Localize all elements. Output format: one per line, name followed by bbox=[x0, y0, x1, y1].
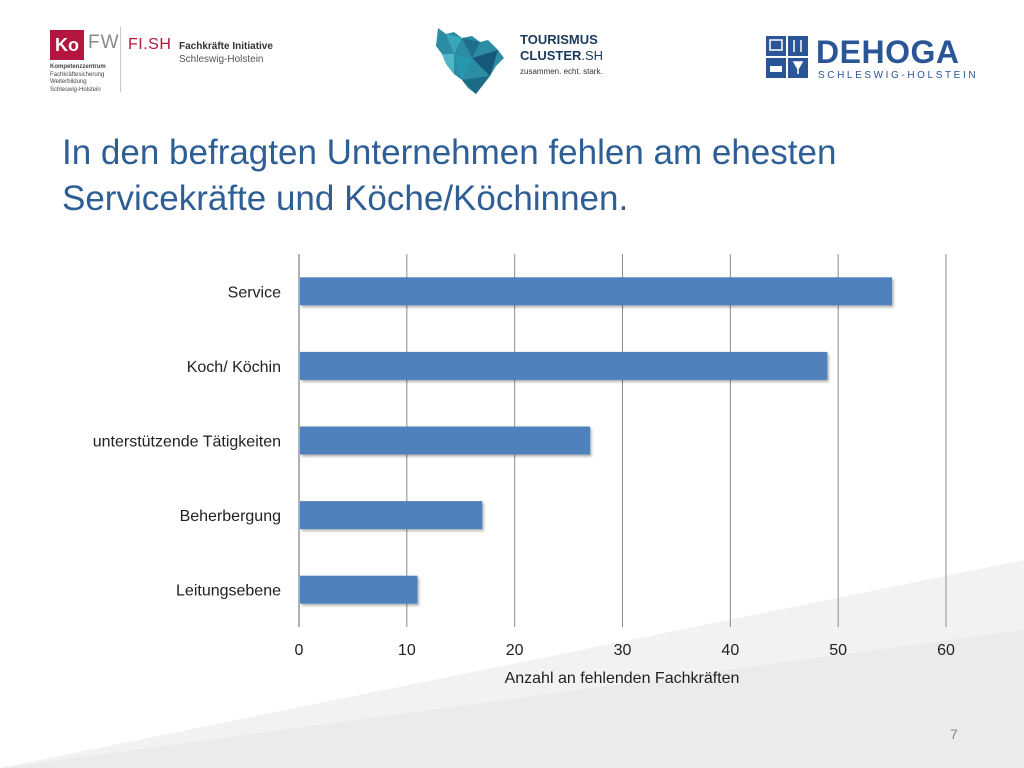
x-tick-label-40: 40 bbox=[721, 642, 739, 659]
bar-4 bbox=[300, 575, 418, 604]
kofw-subtitle: Kompetenzzentrum Fachkräftesicherung Wei… bbox=[50, 64, 106, 93]
dehoga-region: SCHLESWIG-HOLSTEIN bbox=[818, 70, 979, 81]
bar-3 bbox=[300, 501, 483, 530]
category-label-2: unterstützende Tätigkeiten bbox=[93, 434, 281, 451]
tourismus-tagline: zusammen. echt. stark. bbox=[520, 67, 603, 76]
chart-x-axis-label: Anzahl an fehlenden Fachkräften bbox=[505, 670, 740, 687]
slide-title: In den befragten Unternehmen fehlen am e… bbox=[62, 130, 962, 222]
x-tick-label-10: 10 bbox=[398, 642, 416, 659]
schleswig-holstein-map-icon bbox=[436, 28, 504, 94]
page-number: 7 bbox=[950, 726, 958, 742]
kofw-divider bbox=[120, 27, 121, 92]
slide-title-line-1: In den befragten Unternehmen fehlen am e… bbox=[62, 133, 837, 172]
category-label-3: Beherbergung bbox=[180, 508, 281, 525]
x-tick-label-30: 30 bbox=[614, 642, 632, 659]
chart-x-tick-labels: 0 10 20 30 40 50 60 bbox=[295, 642, 955, 659]
kofw-badge: Ko bbox=[50, 30, 84, 60]
bar-2 bbox=[300, 426, 591, 455]
tourismus-cluster-logo: TOURISMUS CLUSTER.SH zusammen. echt. sta… bbox=[432, 24, 632, 96]
slide-title-line-2: Servicekräfte und Köche/Köchinnen. bbox=[62, 179, 629, 218]
chart-bars bbox=[300, 277, 893, 604]
category-label-0: Service bbox=[228, 284, 281, 301]
kofw-fw-text: FW bbox=[88, 32, 120, 53]
fish-region-label: Schleswig-Holstein bbox=[179, 54, 264, 65]
x-tick-label-50: 50 bbox=[829, 642, 847, 659]
fachkraefte-initiative-label: Fachkräfte Initiative bbox=[179, 41, 273, 52]
dehoga-name: DEHOGA bbox=[816, 34, 960, 70]
x-tick-label-60: 60 bbox=[937, 642, 955, 659]
x-tick-label-0: 0 bbox=[295, 642, 304, 659]
bar-0 bbox=[300, 277, 893, 306]
chart-category-labels: Service Koch/ Köchin unterstützende Tätigk… bbox=[93, 284, 281, 599]
category-label-1: Koch/ Köchin bbox=[187, 359, 281, 376]
logo-bar: Ko FW Kompetenzzentrum Fachkräftesicheru… bbox=[0, 0, 1024, 110]
bar-1 bbox=[300, 351, 828, 380]
fish-logo-text: FI.SH bbox=[128, 36, 172, 53]
dehoga-hospitality-icon bbox=[766, 36, 808, 78]
tourismus-label: TOURISMUS bbox=[520, 32, 598, 47]
x-tick-label-20: 20 bbox=[506, 642, 524, 659]
category-label-4: Leitungsebene bbox=[176, 583, 281, 600]
kofw-logo: Ko FW Kompetenzzentrum Fachkräftesicheru… bbox=[50, 27, 310, 97]
dehoga-logo: DEHOGA SCHLESWIG-HOLSTEIN bbox=[766, 34, 986, 86]
cluster-label: CLUSTER.SH bbox=[520, 48, 604, 63]
